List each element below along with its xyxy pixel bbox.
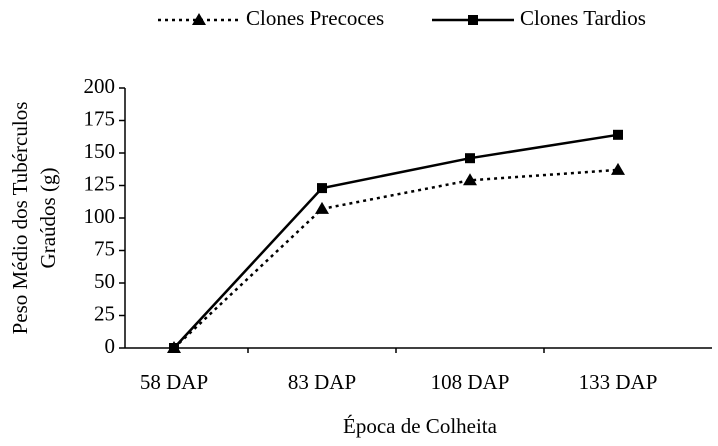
legend-label: Clones Precoces (246, 6, 384, 30)
point (465, 153, 475, 164)
x-tick-label: 133 DAP (579, 370, 658, 394)
series-line (173, 168, 619, 349)
y-tick-label: 175 (84, 106, 116, 130)
point (468, 15, 478, 25)
y-tick-label: 100 (84, 204, 116, 228)
legend-label: Clones Tardios (520, 6, 646, 30)
y-tick-label: 75 (94, 236, 115, 260)
point (169, 343, 179, 353)
point (613, 129, 623, 140)
y-tick-label: 150 (84, 139, 116, 163)
series-line (173, 133, 619, 349)
x-tick-label: 108 DAP (431, 370, 510, 394)
point (192, 13, 206, 25)
point (317, 183, 327, 194)
y-tick-label: 200 (84, 74, 116, 98)
y-tick-label: 25 (94, 301, 115, 325)
point (611, 162, 625, 175)
y-tick-label: 125 (84, 171, 116, 195)
y-axis-label: Peso Médio dos Tubérculos (8, 102, 32, 335)
x-tick-label: 58 DAP (140, 370, 208, 394)
y-tick-label: 50 (94, 269, 115, 293)
x-tick-label: 83 DAP (288, 370, 356, 394)
y-axis-label: Graúdos (g) (36, 168, 60, 269)
point (315, 201, 329, 214)
y-tick-label: 0 (105, 334, 116, 358)
x-axis-label: Época de Colheita (343, 414, 498, 438)
point (463, 173, 477, 186)
